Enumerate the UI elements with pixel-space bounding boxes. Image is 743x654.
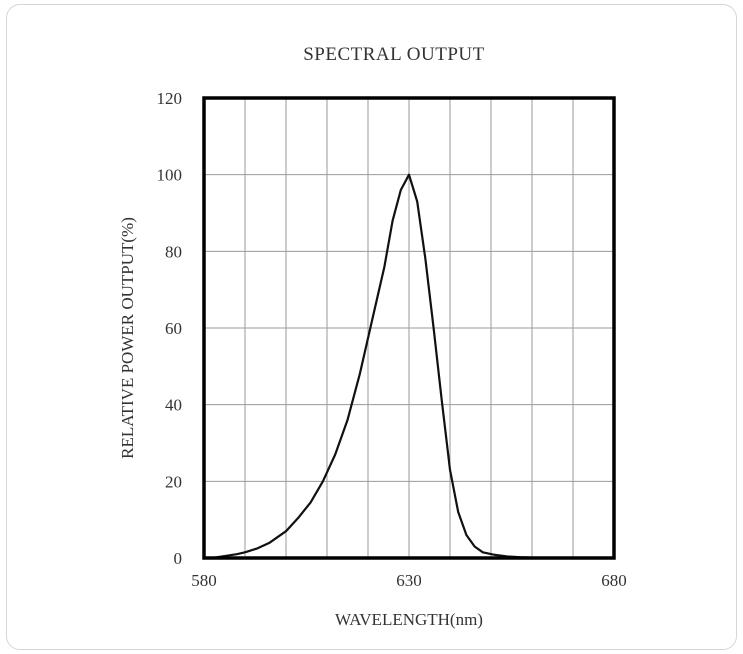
plot-frame (202, 96, 616, 560)
y-tick-label: 80 (165, 242, 182, 261)
grid (203, 97, 615, 559)
y-tick-label: 40 (165, 396, 182, 415)
y-tick-label: 20 (165, 472, 182, 491)
x-tick-label: 630 (396, 571, 422, 590)
y-tick-label: 100 (157, 166, 183, 185)
x-tick-label: 580 (191, 571, 217, 590)
x-tick-labels: 580 630 680 (191, 571, 627, 590)
chart-title: SPECTRAL OUTPUT (303, 44, 485, 65)
y-tick-label: 60 (165, 319, 182, 338)
y-tick-label: 0 (174, 549, 183, 568)
y-tick-labels: 0 20 40 60 80 100 120 (157, 89, 183, 568)
series-line-0 (211, 173, 575, 560)
curve-layer (211, 173, 575, 560)
x-axis-label: WAVELENGTH(nm) (335, 610, 483, 629)
x-tick-label: 680 (601, 571, 627, 590)
y-tick-label: 120 (157, 89, 183, 108)
y-axis-label: RELATIVE POWER OUTPUT(%) (118, 217, 137, 459)
